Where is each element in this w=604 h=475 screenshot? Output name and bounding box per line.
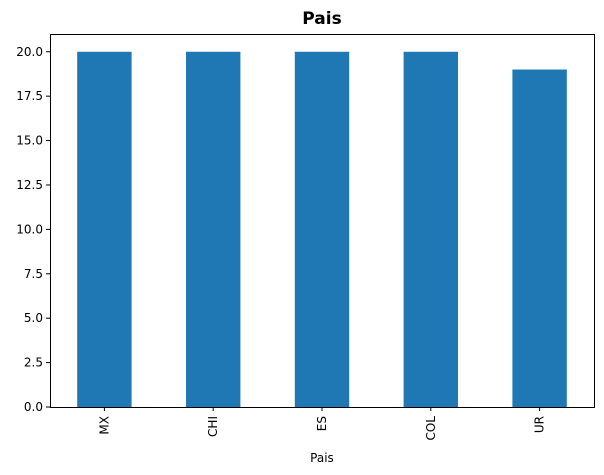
x-tick-label: COL <box>424 416 438 441</box>
y-tick-label: 10.0 <box>16 222 43 236</box>
y-tick-label: 5.0 <box>24 311 43 325</box>
x-tick-label: ES <box>315 416 329 431</box>
y-tick-label: 0.0 <box>24 400 43 414</box>
bar-col <box>403 51 458 408</box>
x-axis: MX CHI ES COL UR <box>97 407 547 441</box>
x-tick-label: CHI <box>206 416 220 437</box>
y-tick-label: 2.5 <box>24 356 43 370</box>
y-tick-label: 12.5 <box>16 178 43 192</box>
y-tick-label: 15.0 <box>16 134 43 148</box>
y-axis: 0.0 2.5 5.0 7.5 10.0 12.5 15.0 17.5 20.0 <box>16 45 50 414</box>
chart-title: Pais <box>302 9 341 29</box>
bar-mx <box>77 51 132 408</box>
bars-group <box>77 51 567 408</box>
y-tick-label: 20.0 <box>16 45 43 59</box>
y-tick-label: 7.5 <box>24 267 43 281</box>
bar-chi <box>186 51 241 408</box>
plot-frame <box>50 34 595 408</box>
bar-ur <box>512 69 567 408</box>
x-tick-label: UR <box>533 416 547 433</box>
y-tick-label: 17.5 <box>16 89 43 103</box>
bar-es <box>294 51 350 408</box>
x-tick-label: MX <box>97 416 111 435</box>
x-axis-label: Pais <box>310 451 334 465</box>
